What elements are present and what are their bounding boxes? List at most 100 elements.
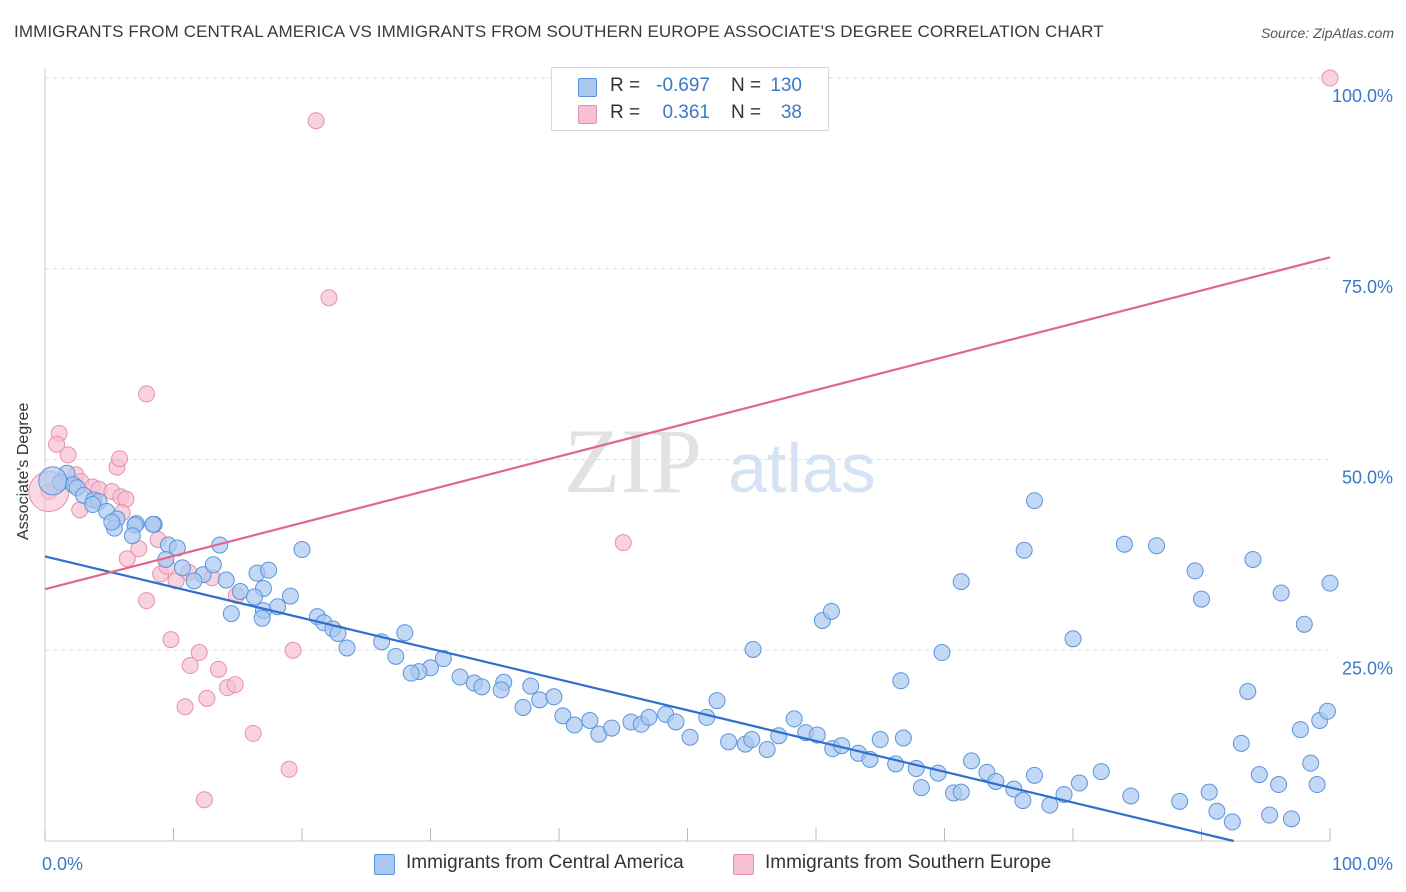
central-america-point — [217, 571, 235, 589]
southern-europe-point — [198, 689, 216, 707]
central-america-point — [1041, 796, 1059, 814]
central-america-point — [667, 713, 685, 731]
central-america-point — [894, 729, 912, 747]
central-america-point — [473, 678, 491, 696]
central-america-point — [1318, 702, 1336, 720]
southern-europe-point — [280, 760, 298, 778]
central-america-point — [144, 515, 162, 533]
central-america-point — [492, 681, 510, 699]
central-america-point — [1244, 550, 1262, 568]
watermark-zip: ZIP — [564, 410, 702, 512]
correlation-legend: R = -0.697 N = 130 R = 0.361 N = 38 — [551, 67, 829, 131]
watermark: ZIP atlas — [564, 410, 876, 512]
y-tick-labels: 25.0% 50.0% 75.0% 100.0% — [1332, 86, 1393, 678]
central-america-point — [531, 691, 549, 709]
central-america-point — [1025, 492, 1043, 510]
central-america-point — [744, 640, 762, 658]
central-america-point — [451, 668, 469, 686]
central-america-point — [720, 733, 738, 751]
grid-lines — [45, 77, 1330, 651]
central-america-point — [871, 731, 889, 749]
central-america-point — [743, 731, 761, 749]
central-america-point — [545, 688, 563, 706]
central-america-point — [402, 664, 420, 682]
blue-swatch — [374, 854, 395, 875]
central-america-point — [952, 783, 970, 801]
x-tick-labels: 0.0% 100.0% — [42, 854, 1393, 874]
central-america-point — [514, 698, 532, 716]
series-central-america-points — [38, 464, 1339, 831]
chart-source: Source: ZipAtlas.com — [1260, 25, 1394, 41]
central-america-trend-line — [44, 555, 1234, 843]
central-america-point — [708, 692, 726, 710]
x-tick-label-min: 0.0% — [42, 854, 83, 874]
central-america-point — [387, 647, 405, 665]
central-america-point — [933, 644, 951, 662]
southern-europe-point — [244, 724, 262, 742]
southern-europe-point — [162, 631, 180, 649]
central-america-point-large — [38, 466, 68, 496]
central-america-point — [260, 561, 278, 579]
central-america-point — [1302, 754, 1320, 772]
n-value: 130 — [770, 75, 802, 96]
n-label: N = — [731, 102, 762, 123]
central-america-point — [173, 559, 191, 577]
central-america-point — [1208, 802, 1226, 820]
central-america-point — [1250, 766, 1268, 784]
y-axis-label: Associate's Degree — [15, 402, 32, 540]
central-america-point — [123, 527, 141, 545]
central-america-point — [1272, 584, 1290, 602]
southern-europe-point — [190, 644, 208, 662]
central-america-point — [929, 764, 947, 782]
central-america-point — [785, 710, 803, 728]
legend-label-central-america: Immigrants from Central America — [406, 852, 684, 873]
r-value: 0.361 — [662, 102, 710, 123]
central-america-point — [987, 772, 1005, 790]
y-tick-label: 50.0% — [1342, 468, 1393, 488]
central-america-point — [1200, 783, 1218, 801]
central-america-point — [603, 719, 621, 737]
central-america-point — [1291, 721, 1309, 739]
central-america-point — [681, 728, 699, 746]
y-tick-label: 75.0% — [1342, 277, 1393, 297]
legend-label-southern-europe: Immigrants from Southern Europe — [765, 852, 1052, 873]
southern-europe-point — [176, 698, 194, 716]
pink-swatch — [578, 105, 597, 124]
chart-title: IMMIGRANTS FROM CENTRAL AMERICA VS IMMIG… — [14, 22, 1104, 41]
central-america-point — [1321, 574, 1339, 592]
central-america-point — [1064, 630, 1082, 648]
central-america-point — [1092, 763, 1110, 781]
central-america-point — [581, 711, 599, 729]
central-america-point — [1171, 792, 1189, 810]
central-america-point — [1223, 813, 1241, 831]
watermark-atlas: atlas — [728, 429, 876, 507]
southern-europe-point — [1321, 69, 1339, 87]
central-america-point — [892, 672, 910, 690]
central-america-point — [103, 513, 121, 531]
r-label: R = — [610, 75, 641, 96]
central-america-point — [758, 740, 776, 758]
n-label: N = — [731, 75, 762, 96]
r-value: -0.697 — [656, 75, 710, 96]
central-america-point — [1014, 792, 1032, 810]
central-america-point — [1239, 682, 1257, 700]
pink-swatch — [733, 854, 754, 875]
central-america-point — [204, 556, 222, 574]
southern-europe-point — [614, 534, 632, 552]
central-america-point — [1282, 810, 1300, 828]
southern-europe-point — [138, 592, 156, 610]
central-america-point — [962, 752, 980, 770]
southern-europe-point — [111, 450, 129, 468]
southern-europe-point — [138, 385, 156, 403]
southern-europe-point — [307, 112, 325, 130]
central-america-point — [396, 624, 414, 642]
central-america-point — [245, 588, 263, 606]
central-america-point — [253, 609, 271, 627]
trend-lines — [44, 256, 1331, 843]
southern-europe-trend-line — [44, 256, 1331, 591]
central-america-point — [640, 708, 658, 726]
central-america-point — [1070, 774, 1088, 792]
central-america-point — [1308, 776, 1326, 794]
central-america-point — [338, 639, 356, 657]
